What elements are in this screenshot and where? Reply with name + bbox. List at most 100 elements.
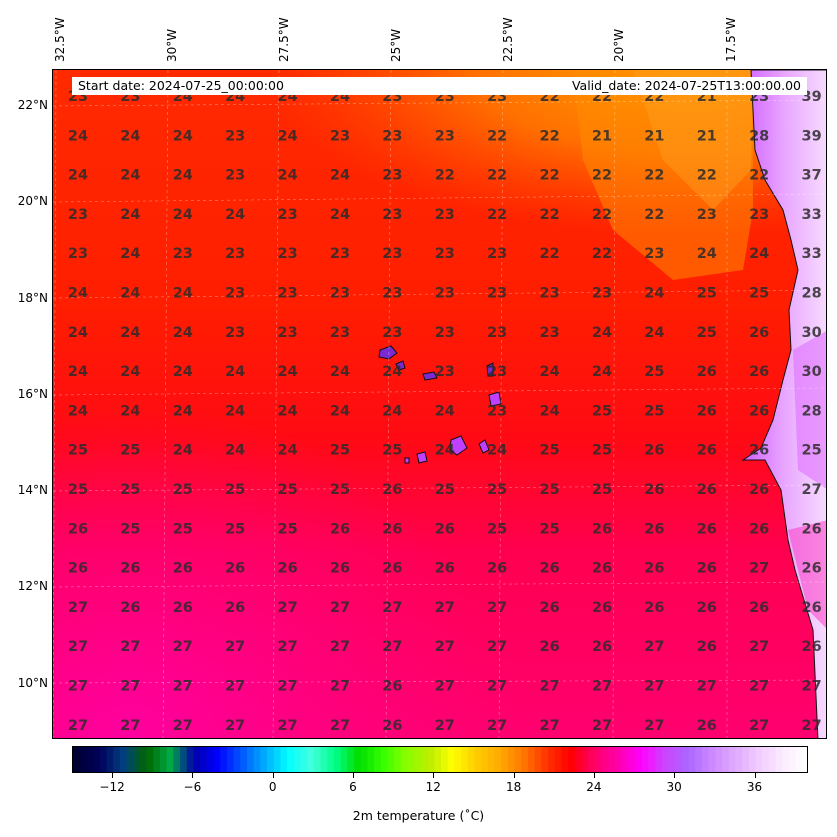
temperature-value: 25 xyxy=(68,443,88,459)
latitude-label: 16°N xyxy=(17,387,48,401)
temperature-value: 21 xyxy=(644,128,664,144)
temperature-value: 26 xyxy=(382,718,402,734)
colorbar-segment xyxy=(621,747,629,772)
temperature-value: 27 xyxy=(382,600,402,616)
temperature-value: 24 xyxy=(173,403,193,419)
temperature-value: 27 xyxy=(382,639,402,655)
colorbar-segment xyxy=(407,747,415,772)
temperature-value: 22 xyxy=(540,246,560,262)
temperature-value: 24 xyxy=(382,403,402,419)
colorbar-segment xyxy=(661,747,670,772)
temperature-value: 27 xyxy=(330,718,350,734)
temperature-value: 25 xyxy=(330,482,350,498)
temperature-value: 22 xyxy=(435,168,455,184)
temperature-value: 22 xyxy=(487,128,507,144)
colorbar-segment xyxy=(200,747,208,772)
temperature-value: 23 xyxy=(382,325,402,341)
valid-date-label: Valid_date: 2024-07-25T13:00:00.00 xyxy=(571,78,801,93)
colorbar-segment xyxy=(534,747,542,772)
temperature-value: 24 xyxy=(278,128,298,144)
temperature-value: 26 xyxy=(749,325,769,341)
colorbar-segment xyxy=(427,747,435,772)
temperature-value: 23 xyxy=(278,325,298,341)
temperature-value: 23 xyxy=(592,286,612,302)
temperature-value: 23 xyxy=(487,325,507,341)
temperature-value: 26 xyxy=(173,600,193,616)
temperature-value: 25 xyxy=(697,325,717,341)
colorbar-tick xyxy=(513,773,515,778)
info-bar: Start date: 2024-07-25_00:00:00 Valid_da… xyxy=(72,77,807,95)
temperature-value: 27 xyxy=(330,600,350,616)
temperature-value: 25 xyxy=(382,443,402,459)
colorbar-segment xyxy=(159,747,168,772)
temperature-value: 26 xyxy=(749,600,769,616)
temperature-value: 26 xyxy=(278,561,298,577)
temperature-value: 23 xyxy=(382,128,402,144)
temperature-value: 22 xyxy=(644,207,664,223)
temperature-value: 23 xyxy=(68,207,88,223)
colorbar-segment xyxy=(133,747,141,772)
temperature-value: 27 xyxy=(435,679,455,695)
temperature-value: 23 xyxy=(382,246,402,262)
temperature-value: 24 xyxy=(120,286,140,302)
temperature-value: 26 xyxy=(749,403,769,419)
colorbar-segment xyxy=(320,747,328,772)
colorbar-segment xyxy=(802,747,807,772)
colorbar-segment xyxy=(307,747,315,772)
temperature-value: 27 xyxy=(173,679,193,695)
colorbar-title: 2m temperature (˚C) xyxy=(352,808,485,823)
colorbar-tick-label: −6 xyxy=(183,780,202,794)
temperature-value: 24 xyxy=(697,246,717,262)
temperature-value: 24 xyxy=(173,128,193,144)
colorbar-segment xyxy=(507,747,516,772)
temperature-value: 25 xyxy=(435,482,455,498)
colorbar-segment xyxy=(755,747,763,772)
temperature-value: 25 xyxy=(173,521,193,537)
temperature-value: 25 xyxy=(487,521,507,537)
temperature-value: 24 xyxy=(225,364,245,380)
temperature-value: 27 xyxy=(225,718,245,734)
colorbar-tick-label: 36 xyxy=(746,780,763,794)
colorbar-segment xyxy=(648,747,656,772)
temperature-value: 27 xyxy=(802,679,822,695)
colorbar-segment xyxy=(568,747,576,772)
colorbar-segment xyxy=(467,747,476,772)
temperature-value: 23 xyxy=(330,246,350,262)
temperature-value: 26 xyxy=(382,561,402,577)
temperature-value: 37 xyxy=(802,168,822,184)
colorbar-segment xyxy=(287,747,295,772)
colorbar-segment xyxy=(360,747,368,772)
start-date-label: Start date: 2024-07-25_00:00:00 xyxy=(78,78,284,93)
colorbar-segment xyxy=(748,747,757,772)
colorbar-segment xyxy=(601,747,609,772)
colorbar-segment xyxy=(347,747,355,772)
temperature-value: 27 xyxy=(435,718,455,734)
colorbar-segment xyxy=(300,747,308,772)
temperature-value: 24 xyxy=(330,207,350,223)
temperature-value: 27 xyxy=(173,718,193,734)
longitude-label: 27.5°W xyxy=(277,17,291,62)
colorbar-segment xyxy=(735,747,743,772)
temperature-value: 26 xyxy=(644,600,664,616)
temperature-value: 27 xyxy=(644,679,664,695)
temperature-value: 23 xyxy=(487,286,507,302)
colorbar-segment xyxy=(253,747,261,772)
colorbar-segment xyxy=(635,747,643,772)
temperature-value: 27 xyxy=(68,639,88,655)
temperature-value: 25 xyxy=(68,482,88,498)
colorbar-tick-label: 12 xyxy=(425,780,441,794)
colorbar-segment xyxy=(494,747,502,772)
temperature-value: 24 xyxy=(68,286,88,302)
temperature-value: 22 xyxy=(540,168,560,184)
colorbar-segment xyxy=(695,747,703,772)
temperature-value: 27 xyxy=(487,639,507,655)
latitude-label: 12°N xyxy=(17,579,48,593)
colorbar-segment xyxy=(481,747,489,772)
colorbar-segment xyxy=(206,747,215,772)
colorbar-segment xyxy=(561,747,569,772)
colorbar-segment xyxy=(762,747,770,772)
longitude-label: 30°W xyxy=(165,28,179,62)
temperature-value: 24 xyxy=(120,168,140,184)
temperature-value: 26 xyxy=(120,600,140,616)
temperature-value: 24 xyxy=(330,364,350,380)
